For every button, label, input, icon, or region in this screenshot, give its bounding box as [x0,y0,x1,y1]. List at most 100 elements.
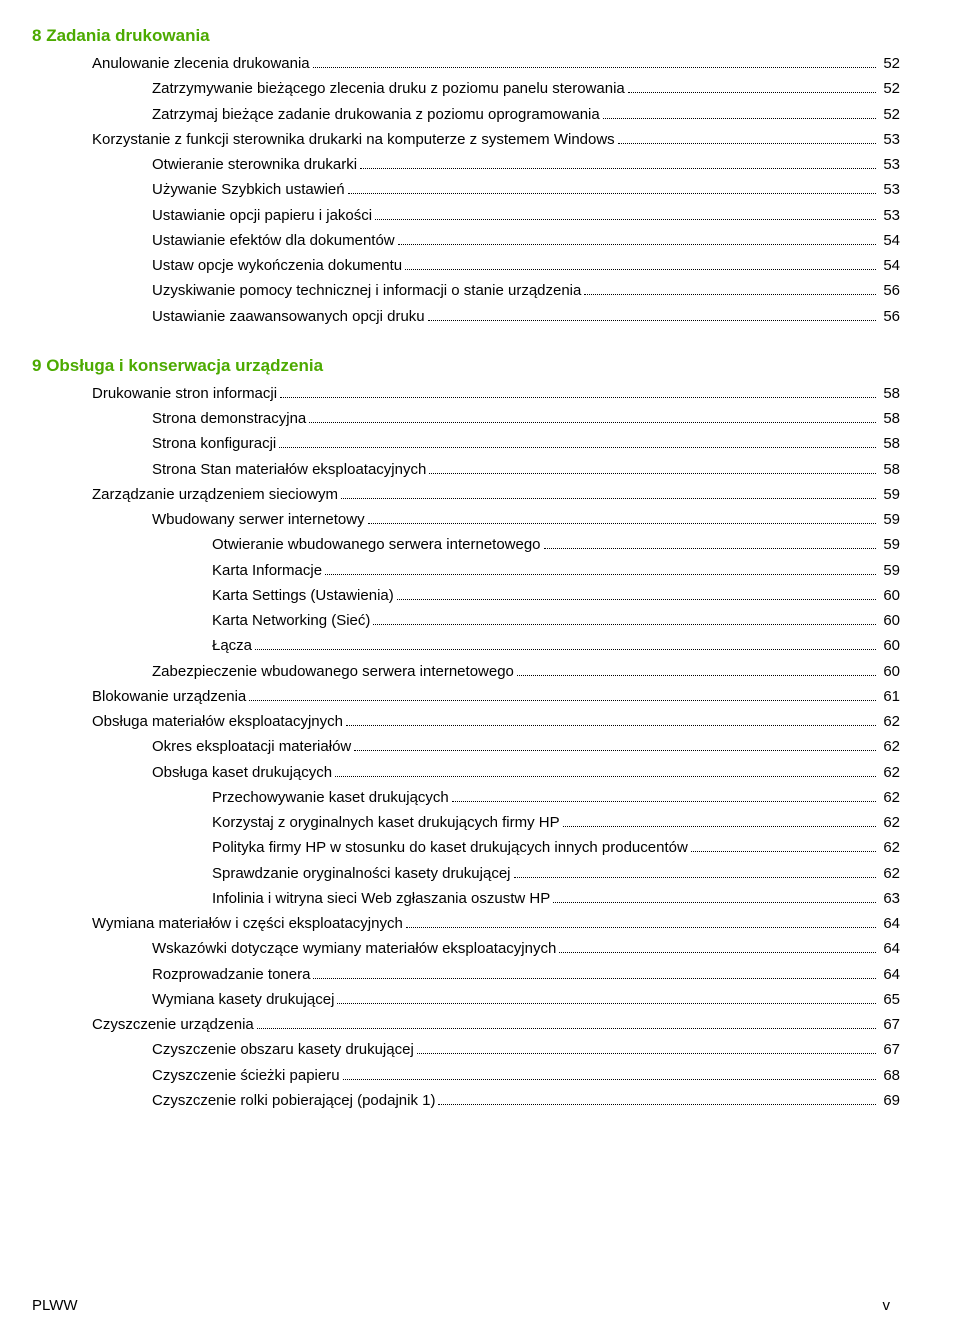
toc-entry-page: 62 [879,710,900,733]
toc-entry-text: Ustaw opcje wykończenia dokumentu [152,254,402,277]
toc-entry-page: 54 [879,254,900,277]
toc-leader-dots [563,826,877,827]
toc-entry-page: 68 [879,1064,900,1087]
toc-entry: Rozprowadzanie tonera64 [32,963,900,986]
section-gap [32,330,900,348]
toc-entry: Otwieranie sterownika drukarki53 [32,153,900,176]
toc-leader-dots [429,473,876,474]
toc-entry-page: 63 [879,887,900,910]
toc-entry: Zarządzanie urządzeniem sieciowym59 [32,483,900,506]
toc-entry-text: Zatrzymaj bieżące zadanie drukowania z p… [152,103,600,126]
toc-leader-dots [452,801,877,802]
toc-entry: Karta Settings (Ustawienia) 60 [32,584,900,607]
footer-right: v [883,1297,891,1314]
toc-entry-text: Blokowanie urządzenia [92,685,246,708]
toc-entry-text: Czyszczenie obszaru kasety drukującej [152,1038,414,1061]
toc-leader-dots [417,1053,877,1054]
section-heading: 9 Obsługa i konserwacja urządzenia [32,356,900,376]
toc-entry: Okres eksploatacji materiałów 62 [32,735,900,758]
toc-entry: Zatrzymywanie bieżącego zlecenia druku z… [32,77,900,100]
toc-entry-page: 62 [879,862,900,885]
toc-entry-page: 60 [879,584,900,607]
toc-entry: Wymiana kasety drukującej 65 [32,988,900,1011]
toc-entry-page: 54 [879,229,900,252]
toc-leader-dots [337,1003,876,1004]
toc-leader-dots [406,927,877,928]
section-number: 8 [32,26,41,45]
toc-entry-text: Czyszczenie urządzenia [92,1013,254,1036]
section-number: 9 [32,356,41,375]
toc-entry: Ustawianie opcji papieru i jakości53 [32,204,900,227]
toc-entry-page: 69 [879,1089,900,1112]
toc-entry-page: 52 [879,52,900,75]
toc-entry-page: 58 [879,432,900,455]
toc-entry: Strona konfiguracji 58 [32,432,900,455]
toc-entry-page: 62 [879,786,900,809]
toc-entry-page: 59 [879,483,900,506]
toc-leader-dots [691,851,877,852]
toc-entry: Infolinia i witryna sieci Web zgłaszania… [32,887,900,910]
toc-entry-page: 56 [879,305,900,328]
toc-leader-dots [279,447,876,448]
toc-leader-dots [343,1079,877,1080]
toc-leader-dots [438,1104,876,1105]
toc-leader-dots [354,750,876,751]
toc-entry-text: Strona konfiguracji [152,432,276,455]
toc-entry-page: 62 [879,811,900,834]
toc-leader-dots [348,193,877,194]
toc-leader-dots [398,244,877,245]
toc-entry: Czyszczenie ścieżki papieru68 [32,1064,900,1087]
toc-leader-dots [255,649,876,650]
toc-leader-dots [628,92,877,93]
toc-entry-page: 60 [879,609,900,632]
toc-entry: Strona demonstracyjna58 [32,407,900,430]
toc-entry-text: Korzystaj z oryginalnych kaset drukujący… [212,811,560,834]
toc-leader-dots [397,599,877,600]
toc-entry-text: Ustawianie opcji papieru i jakości [152,204,372,227]
page: 8 Zadania drukowania Anulowanie zlecenia … [0,0,960,1338]
toc-entry-page: 53 [879,178,900,201]
toc-entry-text: Zatrzymywanie bieżącego zlecenia druku z… [152,77,625,100]
toc-entry-text: Sprawdzanie oryginalności kasety drukują… [212,862,511,885]
toc-entry: Zabezpieczenie wbudowanego serwera inter… [32,660,900,683]
toc-leader-dots [544,548,877,549]
toc-leader-dots [249,700,876,701]
toc-entry: Otwieranie wbudowanego serwera interneto… [32,533,900,556]
toc-entry-page: 60 [879,634,900,657]
toc-entry: Sprawdzanie oryginalności kasety drukują… [32,862,900,885]
toc-entry-text: Używanie Szybkich ustawień [152,178,345,201]
toc-entry-text: Okres eksploatacji materiałów [152,735,351,758]
toc-entry-page: 56 [879,279,900,302]
toc-entry-text: Korzystanie z funkcji sterownika drukark… [92,128,615,151]
toc-entry-text: Wymiana kasety drukującej [152,988,334,1011]
toc-entry: Przechowywanie kaset drukujących62 [32,786,900,809]
toc-entry: Ustaw opcje wykończenia dokumentu 54 [32,254,900,277]
toc-entry: Czyszczenie obszaru kasety drukującej67 [32,1038,900,1061]
toc-entry: Zatrzymaj bieżące zadanie drukowania z p… [32,103,900,126]
toc-entry-text: Zabezpieczenie wbudowanego serwera inter… [152,660,514,683]
toc-entry-page: 53 [879,128,900,151]
toc-entry-page: 67 [879,1013,900,1036]
toc-entry: Strona Stan materiałów eksploatacyjnych5… [32,458,900,481]
toc-entry: Karta Networking (Sieć)60 [32,609,900,632]
toc-entry: Uzyskiwanie pomocy technicznej i informa… [32,279,900,302]
toc-entry-text: Karta Settings (Ustawienia) [212,584,394,607]
toc-entry: Ustawianie zaawansowanych opcji druku56 [32,305,900,328]
toc-entry: Korzystanie z funkcji sterownika drukark… [32,128,900,151]
toc-entry: Polityka firmy HP w stosunku do kaset dr… [32,836,900,859]
toc-leader-dots [603,118,877,119]
toc-entry-page: 64 [879,912,900,935]
toc-leader-dots [325,574,876,575]
section-title: Zadania drukowania [46,26,209,45]
toc-leader-dots [618,143,877,144]
toc-entry-page: 52 [879,77,900,100]
toc-entry-page: 62 [879,735,900,758]
toc-entry-page: 65 [879,988,900,1011]
toc-entry-page: 64 [879,963,900,986]
toc-entry: Anulowanie zlecenia drukowania52 [32,52,900,75]
toc-entry-text: Uzyskiwanie pomocy technicznej i informa… [152,279,581,302]
toc-leader-dots [346,725,876,726]
toc-entry-text: Wbudowany serwer internetowy [152,508,365,531]
toc-entry: Korzystaj z oryginalnych kaset drukujący… [32,811,900,834]
toc-leader-dots [584,294,876,295]
